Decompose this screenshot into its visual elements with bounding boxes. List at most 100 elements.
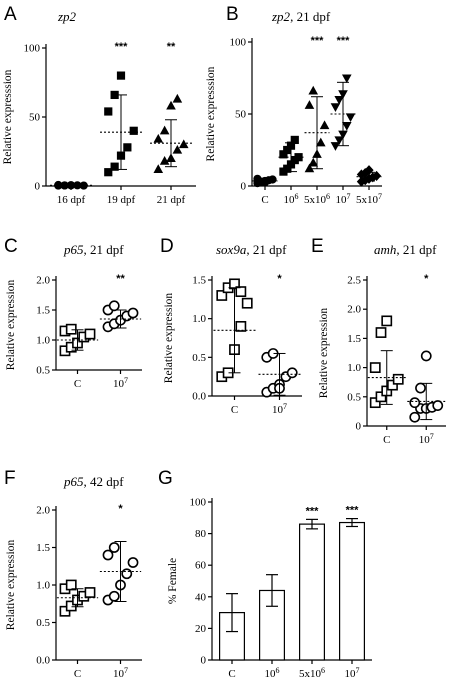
data-point [127,557,139,568]
data-point [409,411,421,423]
data-point [65,600,77,612]
title-gene: zp2 [271,9,291,24]
bar [339,521,366,661]
y-tick-label: 0.0 [36,655,50,667]
panel-letter: B [226,4,239,25]
x-tick-label: 5x106 [299,666,325,678]
chart-title: amh, 21 dpf [374,242,437,257]
y-tick-label: 40 [195,591,207,603]
x-tick-label: 5x106 [304,192,330,206]
bar [259,589,286,661]
y-tick-label: 0.5 [36,617,50,629]
data-point [319,120,330,130]
significance-label: *** [115,41,129,53]
title-gene: sox9a [216,242,247,257]
chart-title: zp2 [57,9,77,24]
data-point [334,136,345,146]
panel-letter: F [4,468,16,489]
y-tick-label: 0 [356,421,362,433]
title-rest: , 21 dpf [246,242,287,257]
y-tick-label: 1.0 [36,580,50,592]
data-point [84,587,96,598]
data-point [387,379,398,391]
data-point [121,568,133,580]
panel-letter: D [160,236,174,257]
data-point [315,137,326,147]
data-point [216,290,228,301]
data-point [153,164,164,173]
chart-title: sox9a, 21 dpf [216,242,287,257]
title-gene: zp2 [57,9,77,24]
x-tick-label: C [74,668,81,678]
y-tick-label: 2.0 [36,505,50,517]
y-tick-label: 0.5 [347,391,361,403]
x-tick-label: C [74,378,81,390]
significance-label: ** [116,273,125,285]
data-point [432,400,444,411]
y-tick-label: 2.5 [347,275,361,287]
data-point [166,100,176,110]
data-point [235,320,247,332]
data-point [110,162,119,171]
y-axis-label: Relative expression [163,293,175,384]
y-axis-label: Relative expresssion [205,66,217,161]
y-axis-label: Relative expression [5,280,17,371]
panel-letter: A [4,4,17,25]
chart-title: p65, 21 dpf [63,242,124,257]
significance-label: *** [311,35,325,47]
data-point [286,367,298,379]
x-tick-label: 107 [113,666,128,678]
significance-label: ** [167,41,176,53]
data-point [375,327,387,338]
significance-label: *** [337,35,351,47]
y-tick-label: 80 [195,528,207,540]
y-tick-label: 0 [35,181,41,193]
title-rest: , 42 dpf [84,474,125,489]
panel-letter: E [311,236,324,257]
data-point [116,71,126,80]
y-axis-label: Relative expresssion [2,69,14,164]
data-point [341,74,352,84]
data-point [178,139,189,149]
y-tick-label: 60 [195,560,207,572]
data-point [104,168,113,177]
data-point [172,93,183,103]
data-point [123,143,132,152]
title-rest: , 21 dpf [396,242,437,257]
y-tick-label: 1.5 [36,542,50,554]
y-axis-label: % Female [167,558,179,604]
data-point [108,300,120,312]
y-tick-label: 0.5 [36,365,50,377]
x-tick-label: C [261,194,268,206]
title-gene: p65 [63,474,84,489]
data-point [241,297,253,309]
x-tick-label: C [383,434,390,446]
significance-label: * [424,273,429,285]
data-point [235,286,247,297]
title-gene: p65 [63,242,84,257]
y-tick-label: 50 [235,109,247,121]
data-point [375,391,387,403]
x-tick-label: 5x107 [356,192,382,206]
title-rest: , 21 dpf [290,9,331,24]
y-tick-label: 20 [195,623,207,635]
y-tick-label: 100 [230,37,247,49]
y-tick-label: 1.5 [192,275,206,287]
panel-g: G % Female 0 20 40 60 80 100 C 106 5x106 107 *** *** [158,468,372,678]
data-point [381,315,393,327]
y-tick-label: 0 [241,181,247,193]
data-point [159,155,170,165]
data-point [108,590,120,602]
x-tick-label: C [231,404,238,416]
bar [299,523,326,661]
data-point [304,163,315,173]
significance-label: *** [306,505,320,517]
chart-title: p65, 42 dpf [63,474,124,489]
panel-letter: G [158,468,173,489]
data-point [392,373,404,385]
y-tick-label: 0 [201,655,207,667]
